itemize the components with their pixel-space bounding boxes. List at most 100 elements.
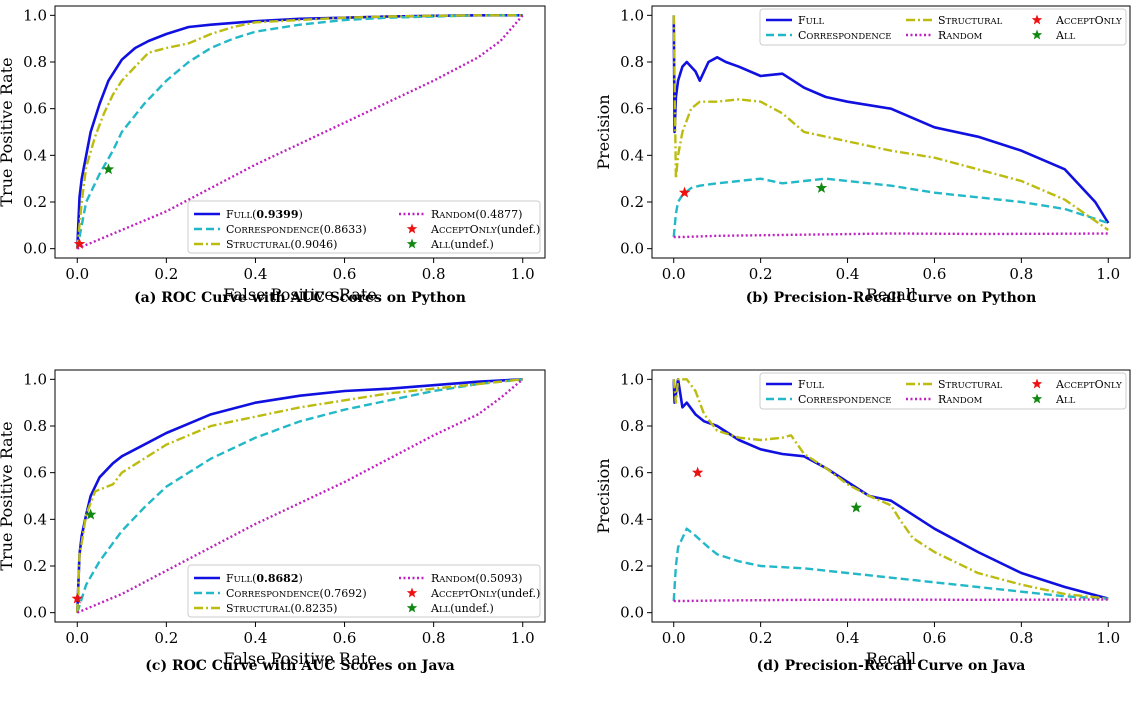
series-line-correspondence bbox=[672, 527, 1109, 602]
series-lines bbox=[672, 15, 1110, 239]
legend-entry-structural: STRUCTURAL bbox=[906, 14, 1003, 27]
plot-frame bbox=[54, 369, 546, 623]
series-lines bbox=[672, 378, 1109, 603]
x-tick-label: 0.8 bbox=[422, 629, 446, 647]
y-tick-label: 0.8 bbox=[620, 417, 644, 435]
x-tick-label: 0.8 bbox=[1009, 265, 1033, 283]
legend-label: STRUCTURAL(0.9046) bbox=[226, 238, 337, 251]
x-tick-label: 0.2 bbox=[749, 265, 773, 283]
legend-score: 0.8235 bbox=[295, 602, 334, 615]
legend-entry-correspondence: CORRESPONDENCE(0.8633) bbox=[194, 223, 367, 236]
legend-label: RANDOM bbox=[938, 393, 983, 406]
legend-label: ALL bbox=[1055, 393, 1076, 406]
legend-entry-structural: STRUCTURAL(0.9046) bbox=[194, 238, 337, 251]
series-lines bbox=[75, 378, 524, 614]
legend-label: ALL(undef.) bbox=[430, 238, 494, 251]
x-tick-label: 1.0 bbox=[511, 265, 535, 283]
y-tick-label: 0.4 bbox=[620, 146, 644, 164]
x-axis-label: Recall bbox=[866, 285, 916, 304]
y-tick-label: 0.6 bbox=[620, 100, 644, 118]
y-tick-label: 0.2 bbox=[23, 557, 47, 575]
series-line-correspondence bbox=[76, 14, 523, 249]
legend-entry-full: FULL(0.8682) bbox=[194, 572, 303, 585]
panel-pr-java: 0.0 0.2 0.4 0.6 0.8 1.0 0.0 0.2 0.4 0.6 0.8 1.0 Reca… bbox=[594, 369, 1131, 674]
legend-entry-acceptonly: ACCEPTONLY(undef.) bbox=[406, 587, 540, 600]
legend-entry-random: RANDOM bbox=[906, 29, 983, 42]
y-tick-label: 0.2 bbox=[620, 193, 644, 211]
legend-score: 0.8633 bbox=[324, 223, 363, 236]
series-line-full bbox=[75, 14, 523, 249]
legend-frame bbox=[759, 8, 1127, 46]
legend-frame bbox=[187, 200, 541, 254]
x-tick-label: 1.0 bbox=[1096, 629, 1120, 647]
marker-all bbox=[850, 501, 862, 513]
y-axis-label: Precision bbox=[594, 94, 613, 169]
y-tick-label: 0.0 bbox=[620, 604, 644, 622]
legend-score: 0.9399 bbox=[256, 208, 298, 221]
legend-label: RANDOM(0.5093) bbox=[431, 572, 522, 585]
marker-acceptonly bbox=[71, 592, 83, 604]
plot-frame bbox=[651, 5, 1131, 259]
marker-all bbox=[84, 508, 97, 520]
y-tick-label: 0.8 bbox=[23, 417, 47, 435]
legend-entry-correspondence: CORRESPONDENCE bbox=[766, 393, 892, 406]
panel-pr-python: 0.0 0.2 0.4 0.6 0.8 1.0 0.0 0.2 0.4 0.6 0.8 1.0 Reca… bbox=[594, 5, 1131, 306]
legend-label: CORRESPONDENCE(0.7692) bbox=[226, 587, 367, 600]
plot-frame bbox=[651, 369, 1131, 623]
y-tick-label: 1.0 bbox=[620, 6, 644, 24]
legend-label: CORRESPONDENCE bbox=[798, 29, 892, 42]
x-axis-label: Recall bbox=[866, 649, 916, 668]
series-line-structural bbox=[672, 15, 1109, 231]
x-tick-label: 0.6 bbox=[923, 629, 947, 647]
legend-score: undef. bbox=[501, 587, 536, 600]
marker-acceptonly bbox=[691, 466, 704, 478]
series-line-structural bbox=[76, 378, 523, 613]
x-tick-label: 0.2 bbox=[154, 629, 178, 647]
y-tick-label: 0.0 bbox=[23, 240, 47, 258]
legend-score: 0.9046 bbox=[295, 238, 334, 251]
marker-all bbox=[815, 182, 828, 193]
y-axis-label: Precision bbox=[594, 458, 613, 533]
panel-caption: (c) ROC Curve with AUC Scores on Java bbox=[145, 658, 454, 674]
x-tick-label: 1.0 bbox=[511, 629, 535, 647]
x-tick-label: 0.0 bbox=[65, 265, 89, 283]
legend-entry-full: FULL(0.9399) bbox=[194, 208, 303, 221]
x-tick-label: 0.2 bbox=[749, 629, 773, 647]
legend: FULL CORRESPONDENCE STRUCTURAL RANDOM ACCEPT… bbox=[759, 372, 1127, 410]
legend-entry-full: FULL bbox=[766, 14, 824, 27]
marker-acceptonly bbox=[678, 186, 691, 198]
series-line-correspondence bbox=[76, 378, 523, 614]
legend-label: ACCEPTONLY(undef.) bbox=[430, 587, 540, 600]
series-lines bbox=[75, 14, 524, 250]
legend-label: ACCEPTONLY(undef.) bbox=[430, 223, 540, 236]
y-tick-label: 0.2 bbox=[620, 557, 644, 575]
legend-entry-correspondence: CORRESPONDENCE(0.7692) bbox=[194, 587, 367, 600]
legend-entry-all: ALL bbox=[1031, 29, 1076, 42]
series-line-structural bbox=[672, 378, 1109, 600]
y-tick-label: 0.6 bbox=[23, 100, 47, 118]
series-line-random bbox=[673, 598, 1109, 603]
legend-entry-full: FULL bbox=[766, 378, 824, 391]
x-tick-label: 0.0 bbox=[65, 629, 89, 647]
legend-star bbox=[406, 238, 418, 249]
legend-star bbox=[406, 587, 418, 598]
y-tick-label: 0.6 bbox=[23, 464, 47, 482]
x-tick-label: 0.6 bbox=[333, 629, 357, 647]
legend: FULL(0.9399) CORRESPONDENCE(0.8633) STRUCT… bbox=[187, 200, 541, 254]
legend-entry-structural: STRUCTURAL(0.8235) bbox=[194, 602, 337, 615]
legend-label: CORRESPONDENCE bbox=[798, 393, 892, 406]
series-line-structural bbox=[76, 14, 523, 249]
legend-score: 0.5093 bbox=[480, 572, 519, 585]
legend-label: FULL(0.8682) bbox=[226, 572, 303, 585]
legend-label: FULL bbox=[798, 14, 824, 27]
panel-roc-java: 0.0 0.2 0.4 0.6 0.8 1.0 0.0 0.2 0.4 0.6 0.8 1.0 Fals… bbox=[0, 369, 546, 674]
legend-entry-all: ALL(undef.) bbox=[406, 602, 494, 615]
x-tick-label: 0.4 bbox=[244, 265, 268, 283]
x-tick-label: 0.2 bbox=[154, 265, 178, 283]
legend-label: ALL(undef.) bbox=[430, 602, 494, 615]
legend-frame bbox=[187, 564, 541, 618]
legend-star bbox=[1031, 29, 1043, 40]
marker-acceptonly bbox=[73, 238, 86, 249]
legend-score: undef. bbox=[455, 238, 490, 251]
